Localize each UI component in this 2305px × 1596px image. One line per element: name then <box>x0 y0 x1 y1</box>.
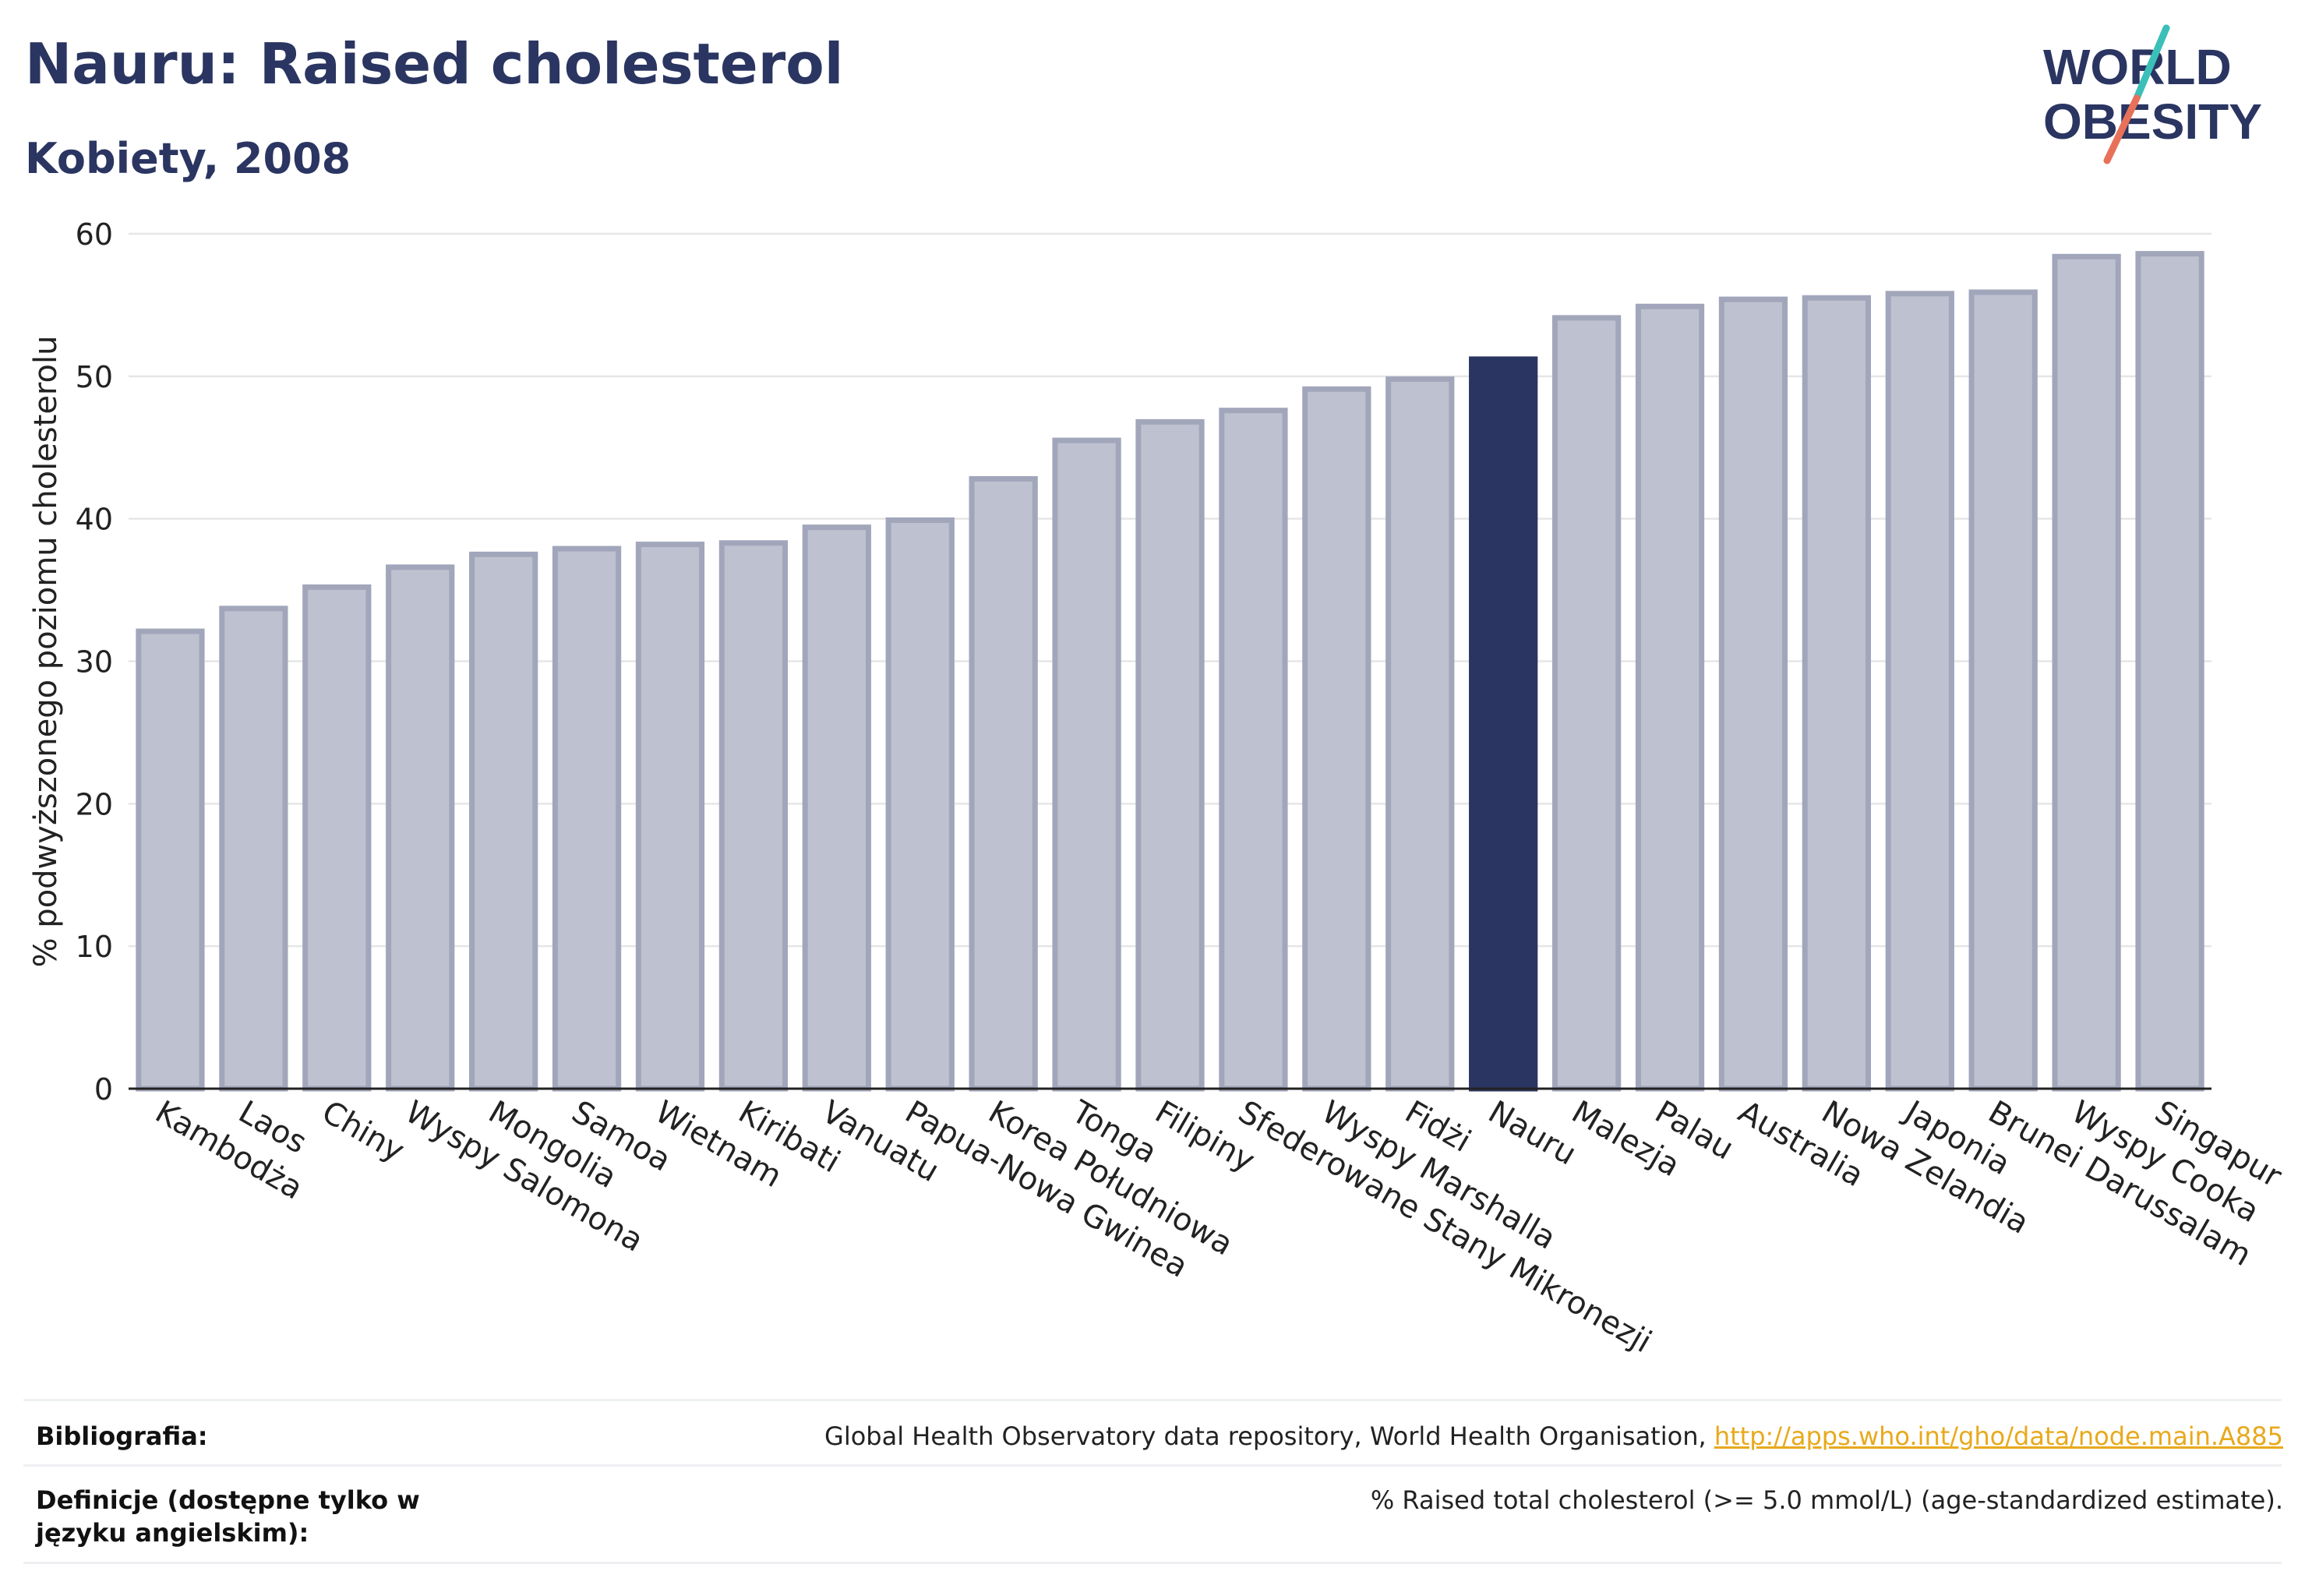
y-tick-label: 10 <box>76 930 113 964</box>
bar-australia <box>1718 296 1788 1092</box>
footer-divider-middle <box>23 1464 2282 1467</box>
bar-filipiny <box>1135 418 1205 1092</box>
bar-laos <box>219 606 288 1092</box>
bibliography-label: Bibliografia: <box>36 1421 208 1451</box>
bar-korea-po-udniowa <box>969 475 1038 1092</box>
y-tick-label: 20 <box>76 787 113 821</box>
bar-singapur <box>2135 251 2204 1092</box>
y-tick-label: 60 <box>76 217 113 252</box>
bar-nowa-zelandia <box>1802 295 1871 1092</box>
y-tick-label: 40 <box>76 503 113 537</box>
bars <box>136 251 2204 1092</box>
y-tick-label: 30 <box>76 645 113 680</box>
bar-sfederowane-stany-mikronezji <box>1219 408 1288 1092</box>
bibliography-link[interactable]: http://apps.who.int/gho/data/node.main.A… <box>1714 1421 2283 1451</box>
footer-divider-bottom <box>23 1562 2282 1564</box>
y-axis-label: % podwyższonego poziomu cholesterolu <box>28 336 64 968</box>
bar-chiny <box>302 584 372 1092</box>
bibliography-text: Global Health Observatory data repositor… <box>824 1421 1714 1451</box>
bar-palau <box>1635 303 1705 1092</box>
bar-tonga <box>1052 437 1121 1092</box>
bar-kiribati <box>718 540 789 1092</box>
bibliography-value: Global Health Observatory data repositor… <box>824 1420 2283 1453</box>
world-obesity-logo: WORLD OBESITY <box>2043 24 2262 164</box>
definitions-label: Definicje (dostępne tylko w języku angie… <box>36 1485 420 1548</box>
bar-malezja <box>1551 315 1622 1092</box>
logo-slash-coral <box>2103 94 2141 164</box>
bar-mongolia <box>469 551 538 1092</box>
y-tick-label: 50 <box>76 360 113 394</box>
bar-papua-nowa-gwinea <box>885 517 955 1092</box>
x-tick-label: Nauru <box>1482 1094 1582 1173</box>
bar-kambod-a <box>136 628 205 1092</box>
x-tick-label: Chiny <box>316 1094 410 1170</box>
footer-divider-top <box>23 1399 2282 1401</box>
bar-brunei-darussalam <box>1968 289 2038 1092</box>
logo-slash-teal <box>2133 24 2170 102</box>
bar-fid-i <box>1385 376 1455 1092</box>
bar-japonia <box>1885 291 1954 1092</box>
chart-subtitle: Kobiety, 2008 <box>25 134 351 183</box>
bar-vanuatu <box>802 524 871 1092</box>
bar-nauru <box>1469 356 1538 1092</box>
definitions-value: % Raised total cholesterol (>= 5.0 mmol/… <box>1370 1485 2283 1515</box>
chart-title: Nauru: Raised cholesterol <box>25 31 844 97</box>
logo-word-obesity: OBESITY <box>2043 94 2262 150</box>
y-tick-label: 0 <box>94 1072 113 1107</box>
bar-wyspy-cooka <box>2052 253 2121 1092</box>
logo-word-world: WORLD <box>2043 39 2232 95</box>
bar-wietnam <box>635 542 705 1092</box>
bar-wyspy-marshalla <box>1302 386 1371 1092</box>
y-tick-labels: 0 10 20 30 40 50 60 <box>76 217 113 1107</box>
bar-samoa <box>552 546 622 1092</box>
bar-wyspy-salomona <box>386 564 455 1092</box>
